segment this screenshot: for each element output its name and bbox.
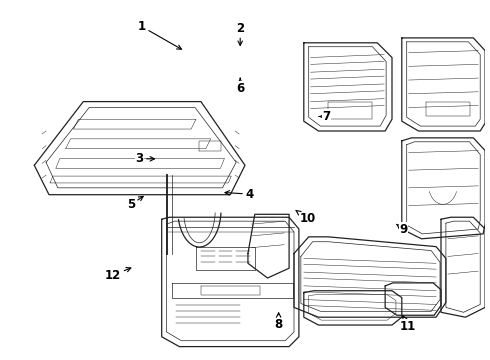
- Text: 12: 12: [105, 267, 131, 282]
- Text: 4: 4: [225, 188, 254, 201]
- Text: 6: 6: [236, 78, 245, 95]
- Text: 11: 11: [400, 316, 416, 333]
- Text: 3: 3: [135, 152, 154, 165]
- Text: 1: 1: [138, 20, 181, 49]
- Text: 2: 2: [236, 22, 244, 45]
- Text: 8: 8: [274, 313, 283, 331]
- Text: 9: 9: [396, 223, 408, 236]
- Text: 7: 7: [319, 110, 331, 123]
- Text: 5: 5: [126, 196, 143, 211]
- Text: 10: 10: [296, 211, 316, 225]
